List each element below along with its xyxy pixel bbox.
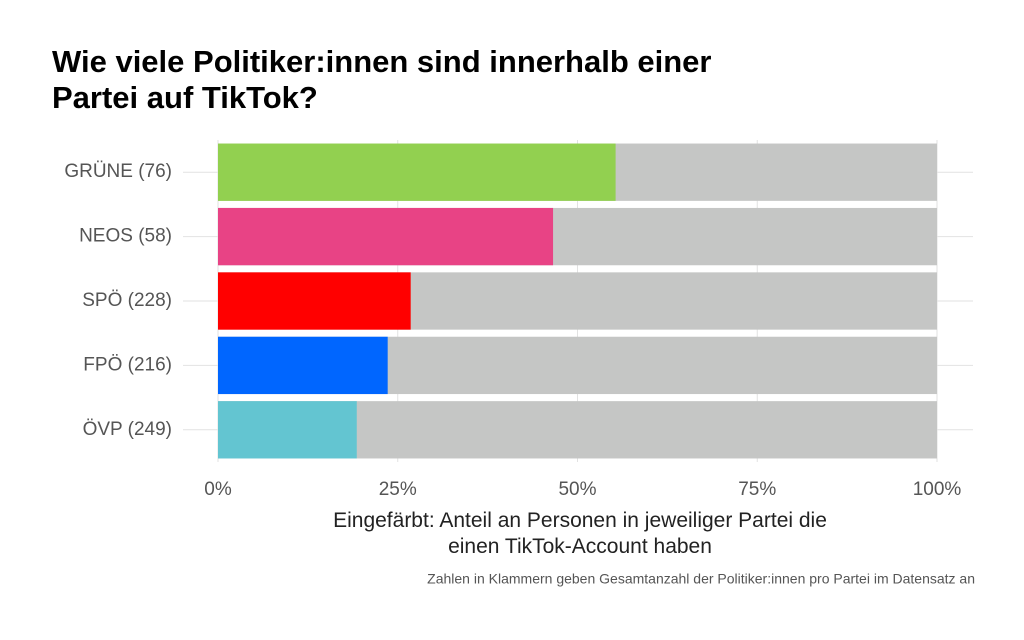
y-tick-label: FPÖ (216) (83, 354, 172, 375)
bar (218, 207, 554, 266)
y-tick-label: ÖVP (249) (83, 419, 172, 440)
bar (218, 401, 357, 459)
bar (218, 336, 388, 395)
x-tick-label: 100% (913, 479, 962, 500)
x-axis-title: Eingefärbt: Anteil an Personen in jeweil… (333, 509, 827, 558)
caption: Zahlen in Klammern geben Gesamtanzahl de… (427, 571, 975, 587)
x-tick-label: 25% (379, 479, 417, 500)
y-tick-label: GRÜNE (76) (64, 161, 172, 182)
x-tick-label: 50% (558, 479, 596, 500)
y-tick-label: SPÖ (228) (82, 290, 172, 311)
bar (218, 272, 411, 330)
x-tick-label: 0% (204, 479, 232, 500)
x-tick-label: 75% (738, 479, 776, 500)
y-tick-label: NEOS (58) (79, 226, 172, 247)
bar (218, 143, 616, 201)
chart-title: Wie viele Politiker:innen sind innerhalb… (52, 44, 712, 115)
